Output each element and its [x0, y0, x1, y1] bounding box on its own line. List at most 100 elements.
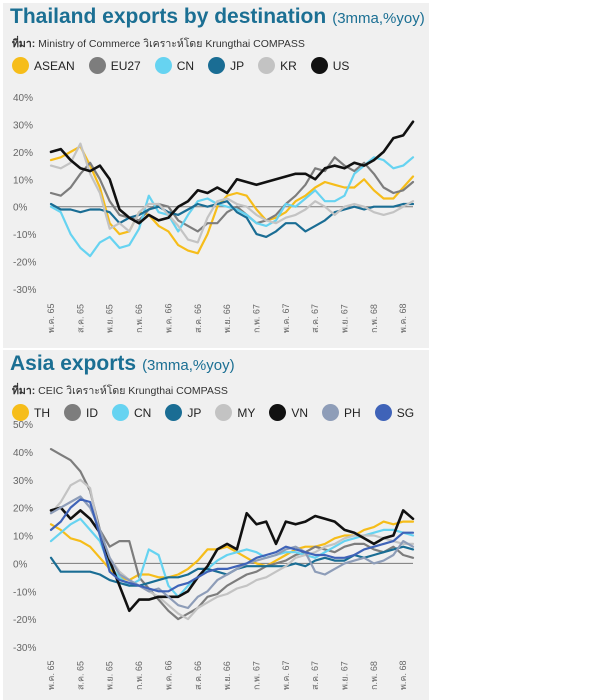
line-chart-asia-exports: 50% 40% 30% 20% 10% 0% -10% -20% -30% พ.ค. 65 ส.ค.…	[13, 420, 415, 690]
x-tick-label: ส.ค. 67	[310, 304, 320, 333]
y-tick-label: -30%	[13, 285, 36, 296]
x-tick-label: พ.ค. 68	[398, 304, 408, 333]
y-tick-label: -30%	[13, 643, 36, 654]
series-line-jp	[49, 200, 415, 238]
chart-subtitle: (3mma,%yoy)	[142, 357, 235, 374]
x-tick-label: พ.ย. 66	[222, 661, 232, 690]
x-tick-label: ก.พ. 66	[134, 304, 144, 333]
x-tick-label: ส.ค. 66	[193, 661, 203, 690]
legend-item: JP	[165, 404, 201, 421]
series-line-sg	[49, 498, 415, 593]
x-tick-label: พ.ย. 66	[222, 304, 232, 333]
legend-item: JP	[208, 57, 244, 74]
line-chart-thailand-exports: 40% 30% 20% 10% 0% -10% -20% -30% พ.ค. 65 ส.ค. 65…	[13, 93, 415, 333]
legend-item: EU27	[88, 57, 141, 74]
x-tick-label: ก.พ. 68	[369, 304, 379, 333]
series-line-asean	[49, 145, 415, 255]
legend-item: US	[310, 57, 350, 74]
legend-swatch	[269, 404, 287, 421]
legend-label: EU27	[110, 58, 141, 73]
chart-subtitle: (3mma,%yoy)	[332, 10, 425, 27]
legend-item: PH	[322, 404, 361, 421]
legend-swatch	[322, 404, 340, 421]
legend-label: US	[332, 58, 350, 73]
legend-swatch	[215, 404, 233, 421]
legend-label: KR	[280, 58, 297, 73]
x-tick-label: พ.ค. 65	[46, 661, 56, 690]
x-tick-label: ส.ค. 66	[193, 304, 203, 333]
y-tick-label: -20%	[13, 615, 36, 626]
legend-item: SG	[374, 404, 415, 421]
chart-title: Thailand exports by destination (3mma,%yo…	[10, 5, 425, 28]
legend-swatch	[12, 404, 29, 421]
chart-panel-thailand-exports: Thailand exports by destination (3mma,%yo…	[3, 3, 429, 348]
y-tick-label: 20%	[13, 148, 33, 159]
y-tick-label: -10%	[13, 587, 36, 598]
series-line-us	[49, 120, 415, 225]
y-tick-label: 10%	[13, 532, 33, 543]
series-line-kr	[49, 142, 415, 244]
legend-label: TH	[34, 405, 50, 420]
source-prefix: ที่มา:	[12, 385, 36, 397]
legend-swatch	[208, 57, 226, 74]
legend-label: JP	[230, 58, 245, 73]
x-tick-label: พ.ย. 67	[340, 661, 350, 690]
legend-item: MY	[215, 404, 255, 421]
x-tick-label: พ.ค. 66	[163, 304, 173, 333]
legend-swatch	[310, 57, 328, 74]
legend-item: ASEAN	[12, 57, 75, 74]
x-tick-label: ก.พ. 66	[134, 661, 144, 690]
legend-swatch	[258, 57, 276, 74]
legend-label: VN	[291, 405, 309, 420]
legend-swatch	[12, 57, 29, 74]
legend-item: KR	[258, 57, 297, 74]
chart-source: ที่มา: CEIC วิเคราะห์โดย Krungthai COMPA…	[12, 382, 228, 399]
x-tick-label: ก.พ. 68	[369, 661, 379, 690]
legend-swatch	[112, 404, 129, 421]
y-tick-label: 40%	[13, 448, 33, 459]
legend-label: ID	[86, 405, 98, 420]
legend-item: CN	[112, 404, 151, 421]
legend-label: MY	[237, 405, 256, 420]
legend-label: ASEAN	[34, 58, 75, 73]
x-tick-label: พ.ค. 67	[281, 304, 291, 333]
x-tick-label: พ.ย. 67	[340, 304, 350, 333]
y-tick-label: -20%	[13, 258, 36, 269]
x-tick-label: ส.ค. 65	[75, 661, 85, 690]
x-tick-label: พ.ค. 67	[281, 661, 291, 690]
y-tick-label: 20%	[13, 504, 33, 515]
chart-panel-asia-exports: Asia exports (3mma,%yoy) ที่มา: CEIC วิเค…	[3, 350, 429, 700]
legend-item: ID	[64, 404, 98, 421]
x-tick-label: พ.ค. 66	[163, 661, 173, 690]
y-tick-label: 30%	[13, 476, 33, 487]
x-tick-label: พ.ค. 65	[46, 304, 56, 333]
source-text: CEIC วิเคราะห์โดย Krungthai COMPASS	[38, 385, 228, 397]
legend-swatch	[165, 404, 183, 421]
legend-label: CN	[176, 58, 195, 73]
x-tick-label: ก.พ. 67	[251, 661, 261, 690]
x-tick-label: พ.ค. 68	[398, 661, 408, 690]
legend-item: VN	[269, 404, 308, 421]
chart-source: ที่มา: Ministry of Commerce วิเคราะห์โดย…	[12, 35, 305, 52]
chart-title: Asia exports (3mma,%yoy)	[10, 352, 235, 375]
legend-label: JP	[187, 405, 202, 420]
source-prefix: ที่มา:	[12, 38, 36, 50]
chart-legend: ASEAN EU27 CN JP KR US	[12, 57, 363, 74]
y-tick-label: 30%	[13, 120, 33, 131]
legend-swatch	[64, 404, 81, 421]
series-line-ph	[49, 495, 415, 610]
series-line-eu27	[49, 156, 415, 233]
source-text: Ministry of Commerce วิเคราะห์โดย Krungt…	[38, 38, 305, 50]
x-tick-label: ส.ค. 65	[75, 304, 85, 333]
legend-swatch	[374, 404, 392, 421]
x-tick-label: ส.ค. 67	[310, 661, 320, 690]
series-line-id	[49, 448, 415, 621]
x-tick-label: ก.พ. 67	[251, 304, 261, 333]
y-tick-label: -10%	[13, 230, 36, 241]
legend-label: SG	[396, 405, 415, 420]
legend-swatch	[154, 57, 172, 74]
y-tick-label: 40%	[13, 93, 33, 104]
legend-label: PH	[344, 405, 361, 420]
legend-item: TH	[12, 404, 50, 421]
legend-swatch	[88, 57, 106, 74]
